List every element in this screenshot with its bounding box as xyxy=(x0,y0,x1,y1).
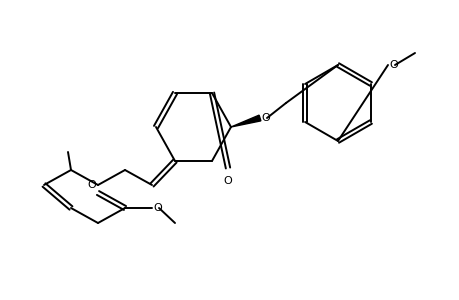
Text: O: O xyxy=(87,180,96,190)
Text: O: O xyxy=(223,176,232,186)
Text: O: O xyxy=(153,203,162,213)
Text: O: O xyxy=(388,60,397,70)
Polygon shape xyxy=(230,115,260,127)
Text: O: O xyxy=(260,113,269,123)
